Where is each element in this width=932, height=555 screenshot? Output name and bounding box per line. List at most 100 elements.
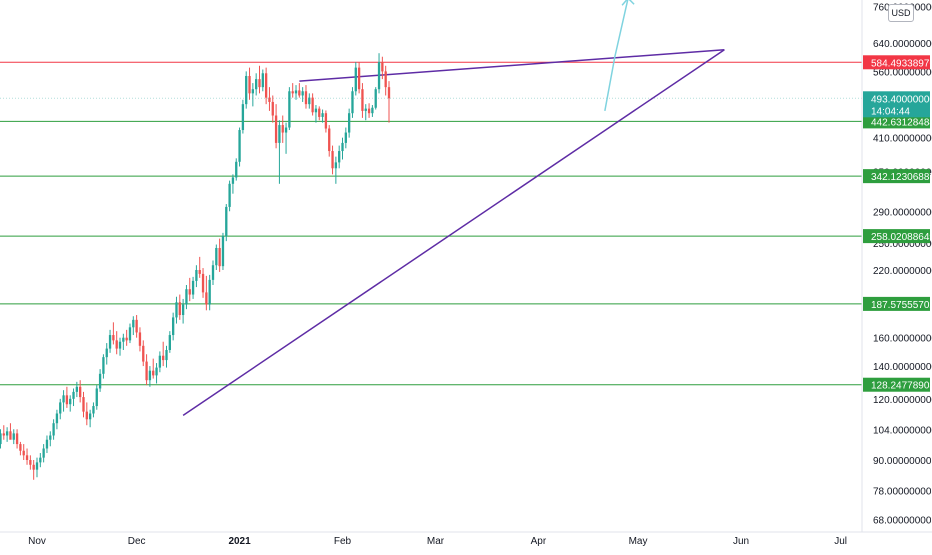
candle <box>188 277 191 302</box>
candles <box>0 53 391 480</box>
price-tick-label: 140.00000000 <box>873 362 932 373</box>
candle-body <box>142 345 145 362</box>
candle-body <box>98 373 102 389</box>
candle <box>19 441 22 456</box>
level-tag-box <box>863 114 930 129</box>
level-tag-label: 584.49338976 <box>871 58 932 69</box>
candle-body <box>69 398 72 405</box>
price-tags: 584.49338976 442.63128484 342.12306887 258.… <box>863 55 932 392</box>
candle <box>367 103 371 118</box>
candle-body <box>138 332 142 346</box>
candle-body <box>22 450 25 456</box>
countdown-label: 14:04:44 <box>871 106 910 117</box>
candle <box>387 81 391 123</box>
candle-body <box>165 349 168 361</box>
candle-body <box>318 108 321 117</box>
candle-body <box>95 388 98 407</box>
candle <box>185 285 188 310</box>
candle <box>82 391 85 418</box>
candle <box>357 62 361 94</box>
candle-body <box>39 457 42 463</box>
candle <box>102 354 105 379</box>
candle <box>374 87 377 110</box>
candle-body <box>122 337 125 342</box>
candle <box>228 180 231 212</box>
candle-body <box>102 357 105 374</box>
candle <box>152 358 155 379</box>
candle-body <box>304 91 308 105</box>
candle-body <box>25 455 29 460</box>
candle-body <box>361 89 364 111</box>
candle <box>75 381 79 398</box>
candle <box>268 87 271 111</box>
price-tick-label: 250.00000000 <box>873 239 932 250</box>
candle-body <box>19 444 22 451</box>
candle-body <box>9 431 12 440</box>
candle-body <box>32 464 35 470</box>
last-price-label: 493.40000000 <box>871 94 932 105</box>
candle-body <box>128 327 132 341</box>
trendline-upper <box>299 49 725 82</box>
price-tick-label: 104.00000000 <box>873 425 932 436</box>
candle-body <box>75 386 79 392</box>
candle <box>135 315 138 338</box>
candle-body <box>88 413 92 420</box>
time-tick-label: Apr <box>531 536 547 547</box>
candle <box>42 444 45 463</box>
trendlines <box>182 0 725 417</box>
candle <box>384 65 387 96</box>
candle-body <box>105 348 108 358</box>
price-axis[interactable]: 760.00000000640.00000000560.00000000410.… <box>861 0 932 532</box>
candle <box>12 429 15 445</box>
candle-body <box>225 206 228 237</box>
candle <box>9 423 12 440</box>
candle <box>49 431 52 447</box>
candle-body <box>162 355 165 361</box>
candle-body <box>12 433 15 440</box>
candle <box>148 366 152 387</box>
candle <box>231 174 235 194</box>
level-tag-label: 342.12306887 <box>871 172 932 183</box>
level-tag-label: 442.63128484 <box>871 117 932 128</box>
candle-body <box>135 319 138 333</box>
candle <box>35 457 39 478</box>
candle-body <box>387 87 391 99</box>
candle-body <box>198 269 201 274</box>
candle <box>248 67 251 100</box>
candle-body <box>367 108 371 114</box>
candle-body <box>268 97 271 102</box>
candle <box>52 419 55 440</box>
candle <box>171 312 175 341</box>
candle-body <box>82 397 85 412</box>
time-axis[interactable]: Nov Dec 2021 Feb Mar Apr May Jun Jul <box>0 531 932 547</box>
candle <box>308 93 311 109</box>
candle <box>98 369 102 392</box>
candle-body <box>294 90 298 94</box>
currency-badge[interactable]: USD <box>888 4 914 22</box>
candle-body <box>311 97 314 113</box>
candle <box>298 83 301 98</box>
horizontal-levels <box>0 61 862 386</box>
candle <box>132 316 135 336</box>
candle <box>0 429 2 449</box>
candle-body <box>215 247 218 266</box>
candle <box>162 341 165 367</box>
level-tag-box <box>863 377 930 392</box>
candle <box>32 460 35 480</box>
candle <box>324 110 328 133</box>
candle-body <box>181 304 185 316</box>
level-tag: 442.63128484 <box>863 114 932 129</box>
projection-arrowhead <box>621 0 635 6</box>
level-tag: 342.12306887 <box>863 169 932 184</box>
price-tick-label: 68.00000000 <box>873 516 932 527</box>
candle-body <box>238 130 241 162</box>
candle <box>361 83 364 118</box>
last-price-box <box>863 91 930 118</box>
candle-body <box>72 391 75 399</box>
candle <box>168 331 171 353</box>
candle <box>88 409 92 428</box>
candle-body <box>45 439 49 449</box>
candle-body <box>291 91 294 94</box>
